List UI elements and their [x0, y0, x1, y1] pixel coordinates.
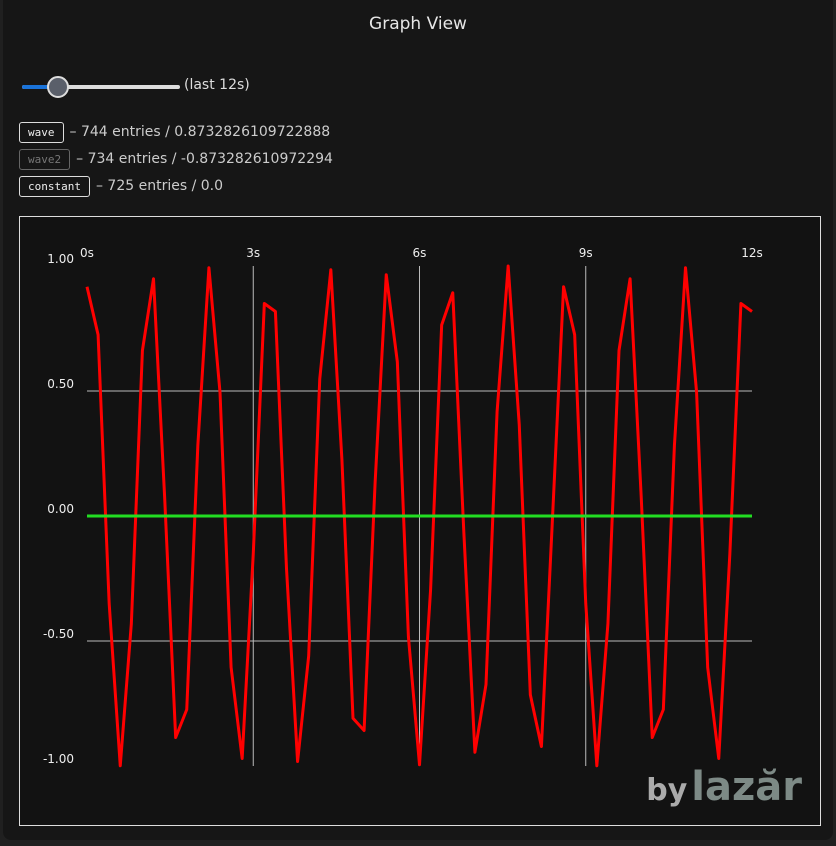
- slider-thumb[interactable]: [47, 76, 69, 98]
- signal-summary: – 734 entries / -0.873282610972294: [76, 151, 333, 167]
- signal-row: wave – 744 entries / 0.8732826109722888: [19, 122, 330, 143]
- slider-label: (last 12s): [184, 77, 250, 93]
- slider-fill: [22, 85, 57, 89]
- y-tick-label: -0.50: [43, 627, 74, 641]
- y-tick-label: 0.50: [47, 377, 74, 391]
- y-tick-label: 0.00: [47, 502, 74, 516]
- slider-track[interactable]: [22, 85, 180, 89]
- signal-toggle[interactable]: wave2: [19, 149, 71, 170]
- watermark-by: by: [646, 773, 687, 808]
- x-tick-label: 3s: [246, 246, 260, 260]
- signal-summary: – 725 entries / 0.0: [95, 178, 224, 194]
- signal-summary: – 744 entries / 0.8732826109722888: [69, 124, 331, 140]
- signal-row: wave2 – 734 entries / -0.873282610972294: [19, 149, 333, 170]
- signal-toggle[interactable]: constant: [19, 176, 90, 197]
- watermark-brand: lazăr: [691, 764, 802, 810]
- x-tick-label: 9s: [579, 246, 593, 260]
- y-tick-label: 1.00: [47, 252, 74, 266]
- series-line: [85, 264, 753, 768]
- x-tick-label: 6s: [413, 246, 427, 260]
- title: Graph View: [369, 14, 467, 34]
- x-tick-label: 0s: [80, 246, 94, 260]
- y-tick-label: -1.00: [43, 752, 74, 766]
- signal-row: constant – 725 entries / 0.0: [19, 176, 223, 197]
- x-tick-label: 12s: [741, 246, 763, 260]
- watermark: by lazăr: [646, 764, 802, 810]
- chart: 1.00 0.50 0.00 -0.50 -1.00 0s 3s 6s 9s 12s by lazăr: [19, 216, 821, 826]
- signal-toggle[interactable]: wave: [19, 122, 64, 143]
